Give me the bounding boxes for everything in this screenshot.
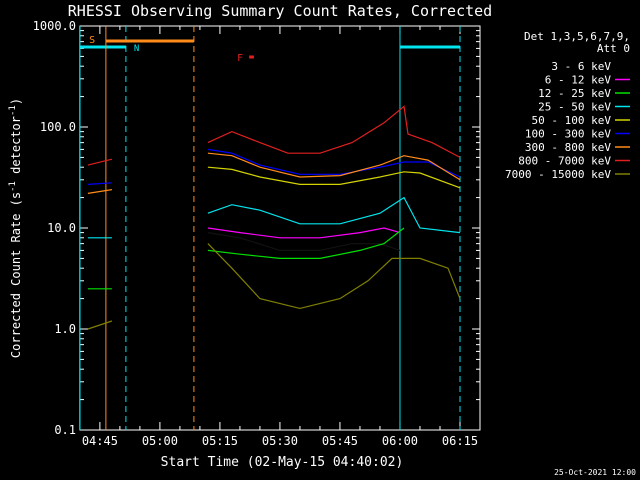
flag-markers: S N F (80, 26, 461, 430)
series-line-5 (207, 166, 461, 189)
x-tick-label: 05:15 (202, 434, 238, 448)
y-tick-label: 1000.0 (33, 19, 76, 33)
tick-labels: 04:45 05:00 05:15 05:30 05:45 06:00 06:15 1000.… (33, 19, 478, 448)
legend-header-line2: Att 0 (597, 42, 630, 55)
series-line-7 (207, 152, 461, 181)
legend-header-line1: Det 1,3,5,6,7,9, (524, 30, 630, 43)
chart-title: RHESSI Observing Summary Count Rates, Co… (68, 2, 492, 20)
legend-label: 50 - 100 keV (532, 114, 612, 127)
flag-label-f: F (237, 53, 243, 64)
series-line-8 (207, 105, 461, 158)
legend-label: 100 - 300 keV (525, 128, 611, 141)
legend-label: 300 - 800 keV (525, 141, 611, 154)
series-line-3 (207, 227, 405, 259)
x-tick-label: 06:00 (382, 434, 418, 448)
axis-ticks (80, 26, 480, 431)
series-line-6 (207, 148, 461, 178)
y-tick-label: 0.1 (54, 423, 76, 437)
flag-label-n: N (134, 44, 139, 54)
legend-label: 3 - 6 keV (551, 60, 611, 73)
flag-label-s: S (89, 35, 95, 46)
series-lines (87, 105, 461, 330)
y-tick-label: 100.0 (40, 120, 76, 134)
series-line-6 (87, 182, 112, 185)
series-line-9 (207, 243, 461, 310)
series-line-4 (207, 196, 461, 234)
legend-label: 800 - 7000 keV (518, 155, 611, 168)
series-line-1 (207, 232, 401, 251)
legend-label: 12 - 25 keV (538, 87, 611, 100)
series-line-2 (207, 227, 401, 239)
series-line-7 (87, 189, 112, 194)
x-tick-label: 06:15 (442, 434, 478, 448)
x-tick-label: 04:45 (82, 434, 118, 448)
timestamp: 25-Oct-2021 12:00 (554, 468, 636, 477)
series-line-8 (87, 158, 113, 166)
series-line-9 (87, 320, 113, 330)
x-axis-label: Start Time (02-May-15 04:40:02) (161, 455, 404, 470)
y-axis-label: Corrected Count Rate (s-1 detector-1) (8, 98, 23, 358)
x-tick-label: 05:00 (142, 434, 178, 448)
legend-label: 7000 - 15000 keV (505, 168, 611, 181)
legend-label: 25 - 50 keV (538, 101, 611, 114)
y-tick-label: 10.0 (47, 221, 76, 235)
x-tick-label: 05:30 (262, 434, 298, 448)
y-tick-label: 1.0 (54, 322, 76, 336)
legend-label: 6 - 12 keV (545, 74, 612, 87)
x-tick-label: 05:45 (322, 434, 358, 448)
